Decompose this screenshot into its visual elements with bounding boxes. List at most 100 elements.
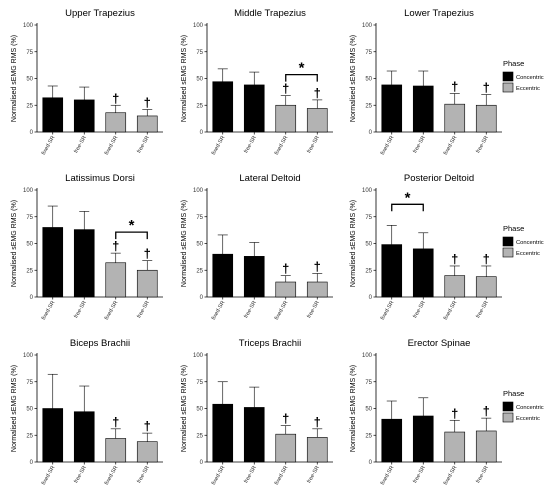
x-tick-label: fixed-SR — [443, 300, 459, 321]
y-tick-label: 50 — [365, 242, 372, 248]
significance-bracket — [285, 73, 318, 82]
x-tick-label: free-SR — [136, 300, 151, 319]
x-tick-label: fixed-SR — [274, 465, 290, 486]
bar-eccentric — [136, 115, 158, 133]
dagger-marker: † — [282, 81, 289, 96]
dagger-marker: † — [112, 414, 119, 429]
bar-concentric — [412, 85, 434, 133]
legend-swatch-eccentric — [502, 412, 514, 423]
y-axis-label: Normalised sEMG RMS (%) — [181, 35, 188, 122]
y-tick-label: 0 — [200, 295, 204, 301]
bar-concentric — [42, 408, 64, 463]
legend-swatch-eccentric — [502, 82, 514, 93]
bar-concentric — [381, 244, 403, 298]
y-tick-label: 50 — [26, 407, 33, 413]
legend-label-eccentric: Eccentric — [516, 416, 540, 422]
y-tick-label: 75 — [26, 215, 33, 221]
y-axis-label: Normalised sEMG RMS (%) — [350, 200, 357, 287]
panel-triceps-brachii: Triceps Brachii Normalised sEMG RMS (%) 0 2… — [181, 338, 333, 486]
bar-eccentric — [306, 108, 328, 133]
y-tick-label: 75 — [26, 50, 33, 56]
bar-concentric — [412, 415, 434, 463]
bar-eccentric — [105, 112, 127, 133]
dagger-marker: † — [451, 79, 458, 94]
y-axis-label: Normalised sEMG RMS (%) — [350, 35, 357, 122]
legend-label-concentric: Concentric — [516, 75, 544, 81]
y-tick-label: 0 — [369, 130, 373, 136]
legend-label-concentric: Concentric — [516, 240, 544, 246]
bar-concentric — [73, 99, 95, 133]
x-tick-label: free-SR — [73, 300, 88, 319]
x-tick-label: fixed-SR — [211, 135, 227, 156]
panel-title: Middle Trapezius — [234, 8, 306, 19]
dagger-marker: † — [483, 404, 490, 419]
dagger-marker: † — [451, 251, 458, 266]
x-tick-label: fixed-SR — [380, 465, 396, 486]
bar-eccentric — [475, 430, 497, 463]
y-tick-label: 50 — [26, 77, 33, 83]
panel-title: Erector Spinae — [408, 338, 471, 349]
legend: Phase Concentric Eccentric — [502, 59, 544, 93]
panel-erector-spinae: Erector Spinae Normalised sEMG RMS (%) 0 25… — [350, 338, 502, 486]
panel-title: Latissimus Dorsi — [65, 173, 135, 184]
panel-upper-trapezius: Upper Trapezius Normalised sEMG RMS (%) 0 2… — [11, 8, 163, 156]
y-tick-label: 75 — [196, 50, 203, 56]
panel-title: Posterior Deltoid — [404, 173, 474, 184]
y-tick-label: 50 — [365, 407, 372, 413]
y-tick-label: 75 — [365, 380, 372, 386]
y-axis-label: Normalised sEMG RMS (%) — [11, 200, 18, 287]
dagger-marker: † — [112, 239, 119, 254]
x-tick-label: free-SR — [306, 465, 321, 484]
y-tick-label: 75 — [26, 380, 33, 386]
y-tick-label: 100 — [362, 23, 373, 29]
bar-concentric — [381, 84, 403, 133]
y-tick-label: 50 — [196, 77, 203, 83]
x-tick-label: free-SR — [73, 465, 88, 484]
y-tick-label: 100 — [362, 353, 373, 359]
dagger-marker: † — [144, 246, 151, 261]
significance-star: * — [405, 189, 411, 206]
bar-eccentric — [306, 437, 328, 463]
panel-title: Upper Trapezius — [65, 8, 135, 19]
bar-concentric — [381, 418, 403, 463]
x-tick-label: free-SR — [306, 300, 321, 319]
dagger-marker: † — [282, 261, 289, 276]
legend-label-eccentric: Eccentric — [516, 86, 540, 92]
x-tick-label: free-SR — [243, 465, 258, 484]
x-tick-label: fixed-SR — [41, 300, 57, 321]
x-tick-label: free-SR — [243, 135, 258, 154]
legend: Phase Concentric Eccentric — [502, 389, 544, 423]
y-tick-label: 75 — [196, 215, 203, 221]
y-tick-label: 100 — [193, 188, 204, 194]
bar-eccentric — [136, 269, 158, 298]
legend-title: Phase — [503, 389, 524, 398]
panel-biceps-brachii: Biceps Brachii Normalised sEMG RMS (%) 0 25… — [11, 338, 163, 486]
dagger-marker: † — [483, 251, 490, 266]
panel-posterior-deltoid: Posterior Deltoid Normalised sEMG RMS (%)… — [350, 173, 502, 321]
panel-title: Lateral Deltoid — [239, 173, 300, 184]
significance-bracket — [391, 203, 424, 212]
panel-title: Biceps Brachii — [70, 338, 130, 349]
x-tick-label: fixed-SR — [380, 300, 396, 321]
y-tick-label: 0 — [369, 460, 373, 466]
significance-star: * — [129, 217, 135, 234]
bar-eccentric — [136, 441, 158, 463]
bar-concentric — [212, 253, 234, 298]
x-tick-label: free-SR — [73, 135, 88, 154]
bar-concentric — [73, 229, 95, 298]
x-tick-label: fixed-SR — [104, 465, 120, 486]
bar-eccentric — [475, 104, 497, 133]
bar-concentric — [243, 256, 265, 298]
dagger-marker: † — [314, 259, 321, 274]
bar-eccentric — [275, 104, 297, 133]
legend-title: Phase — [503, 224, 524, 233]
y-tick-label: 25 — [365, 433, 372, 439]
x-tick-label: fixed-SR — [443, 135, 459, 156]
y-tick-label: 25 — [26, 103, 33, 109]
legend-swatch-concentric — [502, 401, 514, 412]
y-axis-label: Normalised sEMG RMS (%) — [181, 365, 188, 452]
x-tick-label: fixed-SR — [443, 465, 459, 486]
y-tick-label: 100 — [23, 353, 34, 359]
y-axis-label: Normalised sEMG RMS (%) — [11, 365, 18, 452]
